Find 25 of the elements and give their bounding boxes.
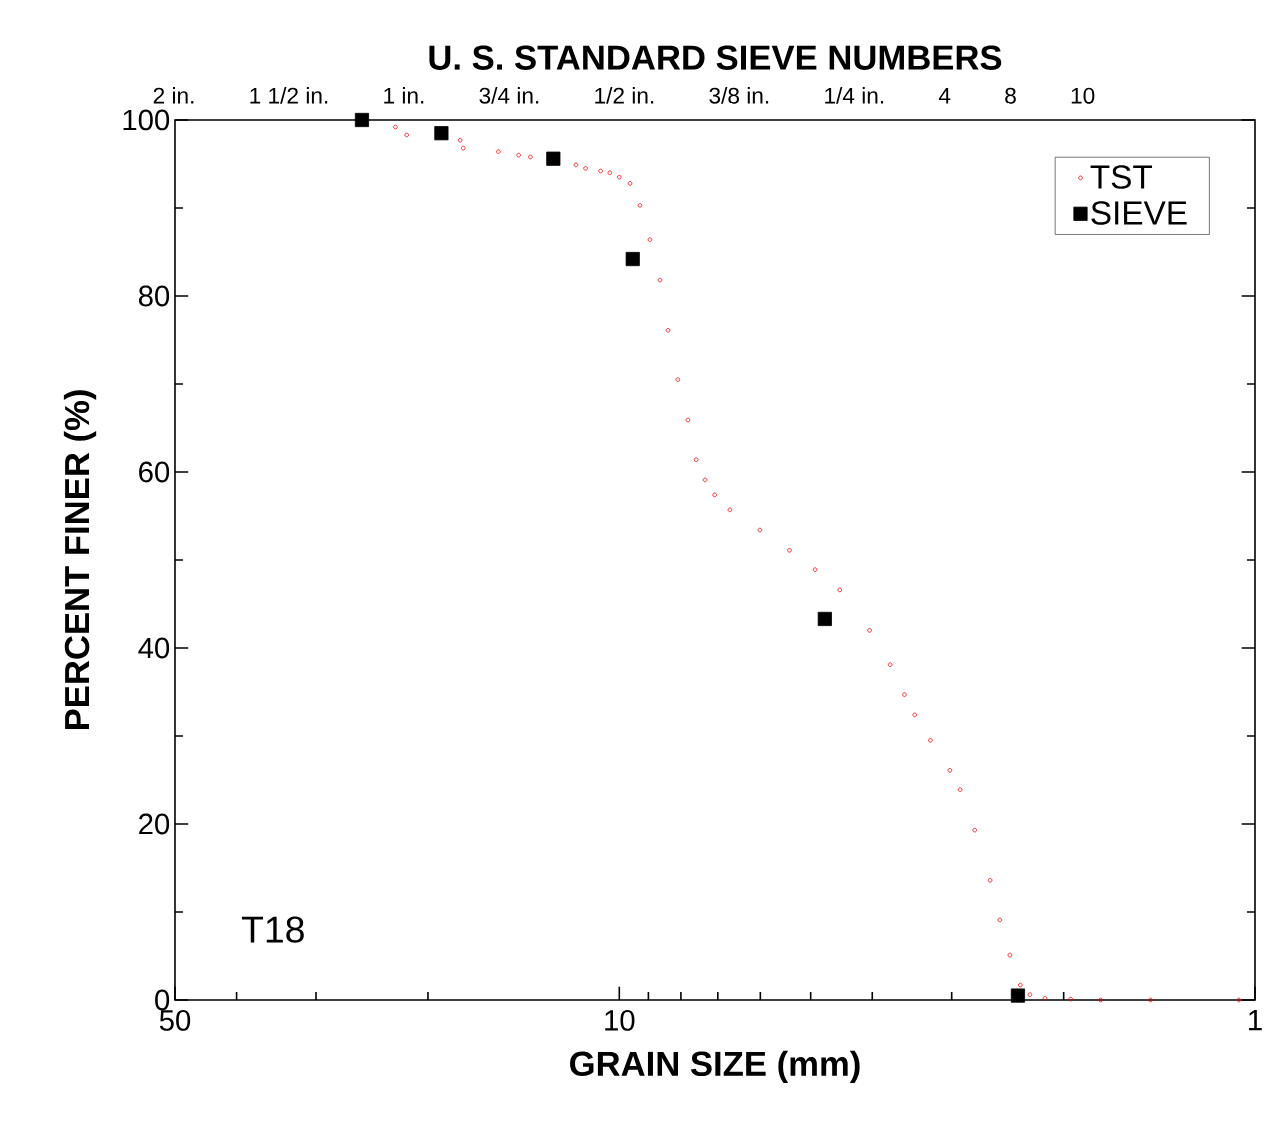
text: 3/4 in.: [479, 87, 539, 104]
x-tick-label: 1: [1249, 1010, 1262, 1031]
x-tick-label: 10: [605, 1010, 635, 1031]
legend-label: SIEVE: [1091, 201, 1187, 225]
y-tick-label: 80: [138, 285, 170, 307]
y-tick-label: 40: [138, 637, 170, 659]
x-tick-label: 50: [159, 1010, 191, 1031]
text: 2 in.: [153, 87, 194, 104]
text: 1/4 in.: [825, 87, 884, 104]
y-axis-title: PERCENT FINER (%): [63, 390, 97, 730]
text: 10: [1071, 87, 1095, 104]
legend-label: TST: [1090, 165, 1153, 189]
annotation: T18: [241, 916, 304, 943]
y-tick-label: 20: [139, 813, 170, 835]
chart-title: U. S. STANDARD SIEVE NUMBERS: [429, 45, 1002, 70]
y-tick-label: 100: [123, 109, 170, 131]
y-tick-label: 0: [155, 989, 170, 1011]
text: 1/2 in.: [595, 87, 654, 104]
text: 4: [938, 87, 951, 104]
text: 8: [1005, 87, 1016, 104]
text: 3/8 in.: [709, 87, 769, 104]
x-axis-title: GRAIN SIZE (mm): [570, 1050, 860, 1083]
y-tick-label: 60: [139, 461, 170, 483]
text: 1 in.: [384, 87, 424, 104]
text: 1 1/2 in.: [250, 87, 328, 104]
